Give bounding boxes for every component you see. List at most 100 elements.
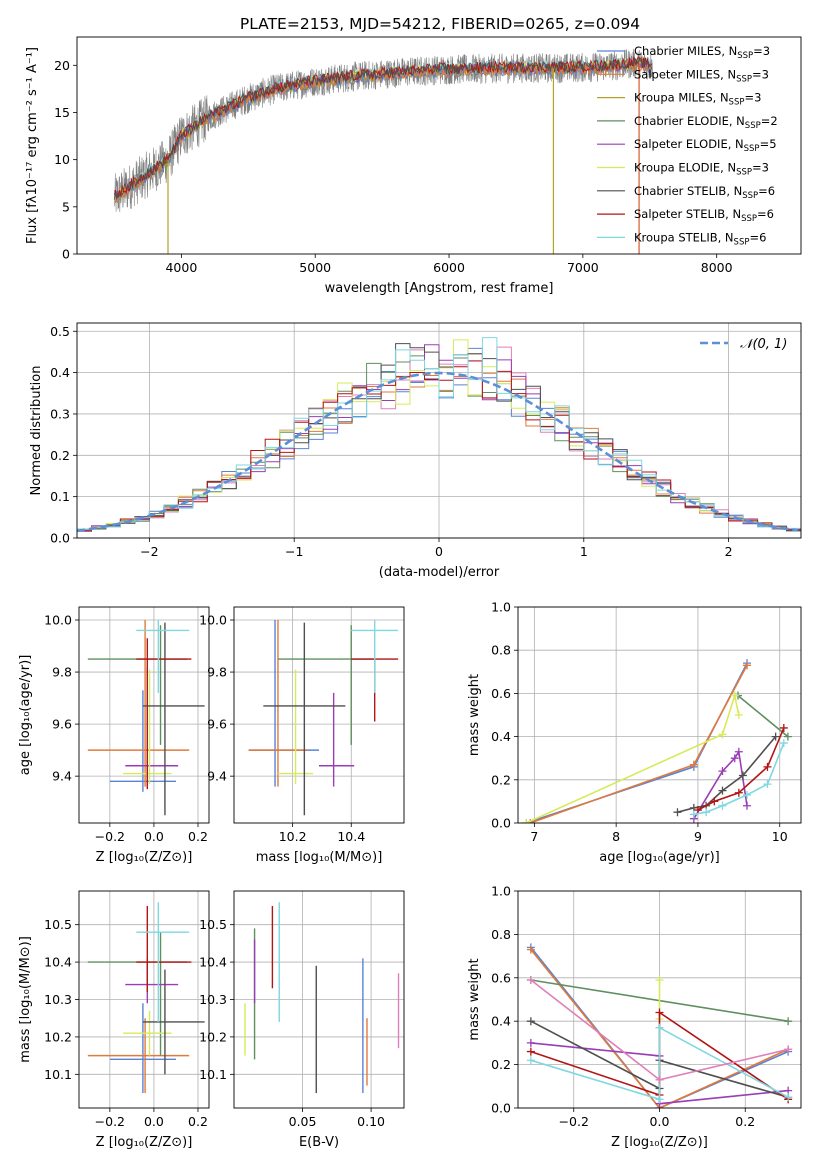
- weight-marker: [738, 771, 747, 780]
- weight-marker: [734, 747, 743, 756]
- y-tick-label: 10.5: [199, 917, 227, 932]
- weight-line: [737, 694, 789, 738]
- y-tick-label: 9.4: [52, 769, 72, 784]
- plot-area: [87, 902, 205, 1094]
- plot-area: [526, 943, 793, 1108]
- y-axis-label: mass weight: [467, 674, 482, 756]
- weight-marker: [526, 1017, 535, 1026]
- y-tick-label: 0.0: [491, 816, 511, 831]
- panel-mass_vs_Z: 10.1 10.2 10.3 10.4 10.5 −0.2 0.0 0.2 Z [log₁₀(Z…: [18, 890, 210, 1150]
- gaussian-curve: [77, 371, 799, 533]
- x-axis-label: wavelength [Angstrom, rest frame]: [325, 281, 554, 296]
- legend-label: Salpeter MILES, NSSP=3: [634, 67, 769, 84]
- x-tick-label: 10.2: [279, 829, 307, 844]
- x-tick-label: 8000: [701, 260, 733, 275]
- weight-marker: [734, 788, 743, 797]
- y-tick-label: 15: [54, 105, 70, 120]
- y-tick-label: 0.4: [491, 729, 511, 744]
- weight-marker: [526, 975, 535, 984]
- legend-label: Chabrier ELODIE, NSSP=2: [634, 114, 778, 131]
- weight-marker: [763, 780, 772, 789]
- y-tick-label: 0.1: [50, 489, 70, 504]
- weight-marker: [771, 732, 780, 741]
- legend-label: Kroupa ELODIE, NSSP=3: [634, 161, 769, 178]
- x-tick-label: 5000: [299, 260, 331, 275]
- plot-area: [244, 902, 400, 1094]
- x-tick-label: 0.0: [650, 1114, 670, 1129]
- weight-marker: [526, 1038, 535, 1047]
- weight-line: [525, 692, 740, 823]
- weight-line: [530, 949, 789, 1108]
- weight-marker: [779, 739, 788, 748]
- y-axis-label: age [log₁₀(age/yr)]: [18, 655, 33, 776]
- y-tick-label: 0.2: [50, 448, 70, 463]
- legend-label: Kroupa MILES, NSSP=3: [634, 91, 761, 108]
- y-tick-label: 10.0: [199, 613, 227, 628]
- y-tick-label: 0.2: [491, 1057, 511, 1072]
- weight-marker: [655, 1075, 664, 1084]
- x-tick-label: −2: [140, 544, 158, 559]
- y-tick-label: 10.1: [199, 1067, 227, 1082]
- plot-area: [248, 620, 399, 816]
- y-tick-label: 10.2: [199, 1029, 227, 1044]
- x-tick-label: 0.2: [188, 1114, 208, 1129]
- legend-label: Chabrier STELIB, NSSP=6: [634, 184, 775, 201]
- y-tick-label: 0.8: [491, 927, 511, 942]
- weight-line: [530, 1026, 789, 1101]
- y-tick-label: 9.8: [52, 665, 72, 680]
- x-tick-label: 2: [725, 544, 733, 559]
- x-axis-label: Z [log₁₀(Z/Z⊙)]: [96, 850, 193, 865]
- x-tick-label: 10.4: [337, 829, 365, 844]
- x-axis-label: (data-model)/error: [379, 565, 500, 580]
- y-tick-label: 10.2: [44, 1029, 72, 1044]
- x-axis-label: Z [log₁₀(Z/Z⊙)]: [96, 1135, 193, 1150]
- weight-marker: [655, 1023, 664, 1032]
- panel-mass_vs_ebv: 10.1 10.2 10.3 10.4 10.5 0.05 0.10 E(B-V): [199, 890, 405, 1150]
- y-tick-label: 9.6: [207, 717, 227, 732]
- weight-marker: [710, 797, 719, 806]
- weight-marker: [784, 1017, 793, 1026]
- x-axis-label: Z [log₁₀(Z/Z⊙)]: [611, 1135, 708, 1150]
- x-tick-label: 9: [694, 829, 702, 844]
- plot-area: [77, 337, 801, 534]
- panel-age_vs_mass: 9.4 9.6 9.8 10.0 10.2 10.4 mass [log₁₀(M/M⊙)]: [199, 606, 405, 865]
- x-tick-label: 1: [580, 544, 588, 559]
- weight-marker: [718, 730, 727, 739]
- axes-frame: [517, 890, 802, 1109]
- panel-massweight_vs_Z: 0.0 0.2 0.4 0.6 0.8 1.0 −0.2 0.0 0.2 Z [log₁₀(Z/Z…: [467, 884, 802, 1150]
- y-tick-label: 9.8: [207, 665, 227, 680]
- axes-frame: [517, 606, 802, 824]
- axes-frame: [76, 322, 802, 539]
- legend-label: Salpeter STELIB, NSSP=6: [634, 207, 774, 224]
- y-tick-label: 0: [62, 247, 70, 262]
- weight-marker: [673, 808, 682, 817]
- weight-marker: [730, 754, 739, 763]
- x-axis-label: age [log₁₀(age/yr)]: [599, 850, 720, 865]
- y-tick-label: 10.5: [44, 917, 72, 932]
- axes-frame: [78, 890, 210, 1109]
- model-spectrum: [114, 58, 653, 203]
- x-tick-label: 0.2: [735, 1114, 755, 1129]
- y-tick-label: 0.4: [491, 1014, 511, 1029]
- y-tick-label: 0.4: [50, 365, 70, 380]
- x-tick-label: 0.05: [289, 1114, 317, 1129]
- model-spectrum: [114, 60, 653, 203]
- axes-frame: [78, 606, 210, 824]
- x-tick-label: −0.2: [95, 829, 125, 844]
- y-tick-label: 1.0: [491, 600, 511, 615]
- panel-spectrum: 0 5 10 15 20 4000 5000 6000 7000 8000 wavelength […: [25, 36, 802, 296]
- y-tick-label: 0.0: [50, 531, 70, 546]
- legend-label: Kroupa STELIB, NSSP=6: [634, 230, 766, 247]
- weight-marker: [743, 801, 752, 810]
- weight-marker: [526, 945, 535, 954]
- weight-marker: [522, 819, 531, 823]
- legend-label: Salpeter ELODIE, NSSP=5: [634, 137, 777, 154]
- weight-marker: [526, 1056, 535, 1065]
- y-tick-label: 10.1: [44, 1067, 72, 1082]
- x-tick-label: 7: [530, 829, 538, 844]
- weight-marker: [763, 762, 772, 771]
- axes-frame: [233, 606, 405, 824]
- y-axis-label: Flux [fλ10⁻¹⁷ erg cm⁻² s⁻¹ A⁻¹]: [25, 47, 40, 244]
- x-axis-label: mass [log₁₀(M/M⊙)]: [256, 850, 383, 865]
